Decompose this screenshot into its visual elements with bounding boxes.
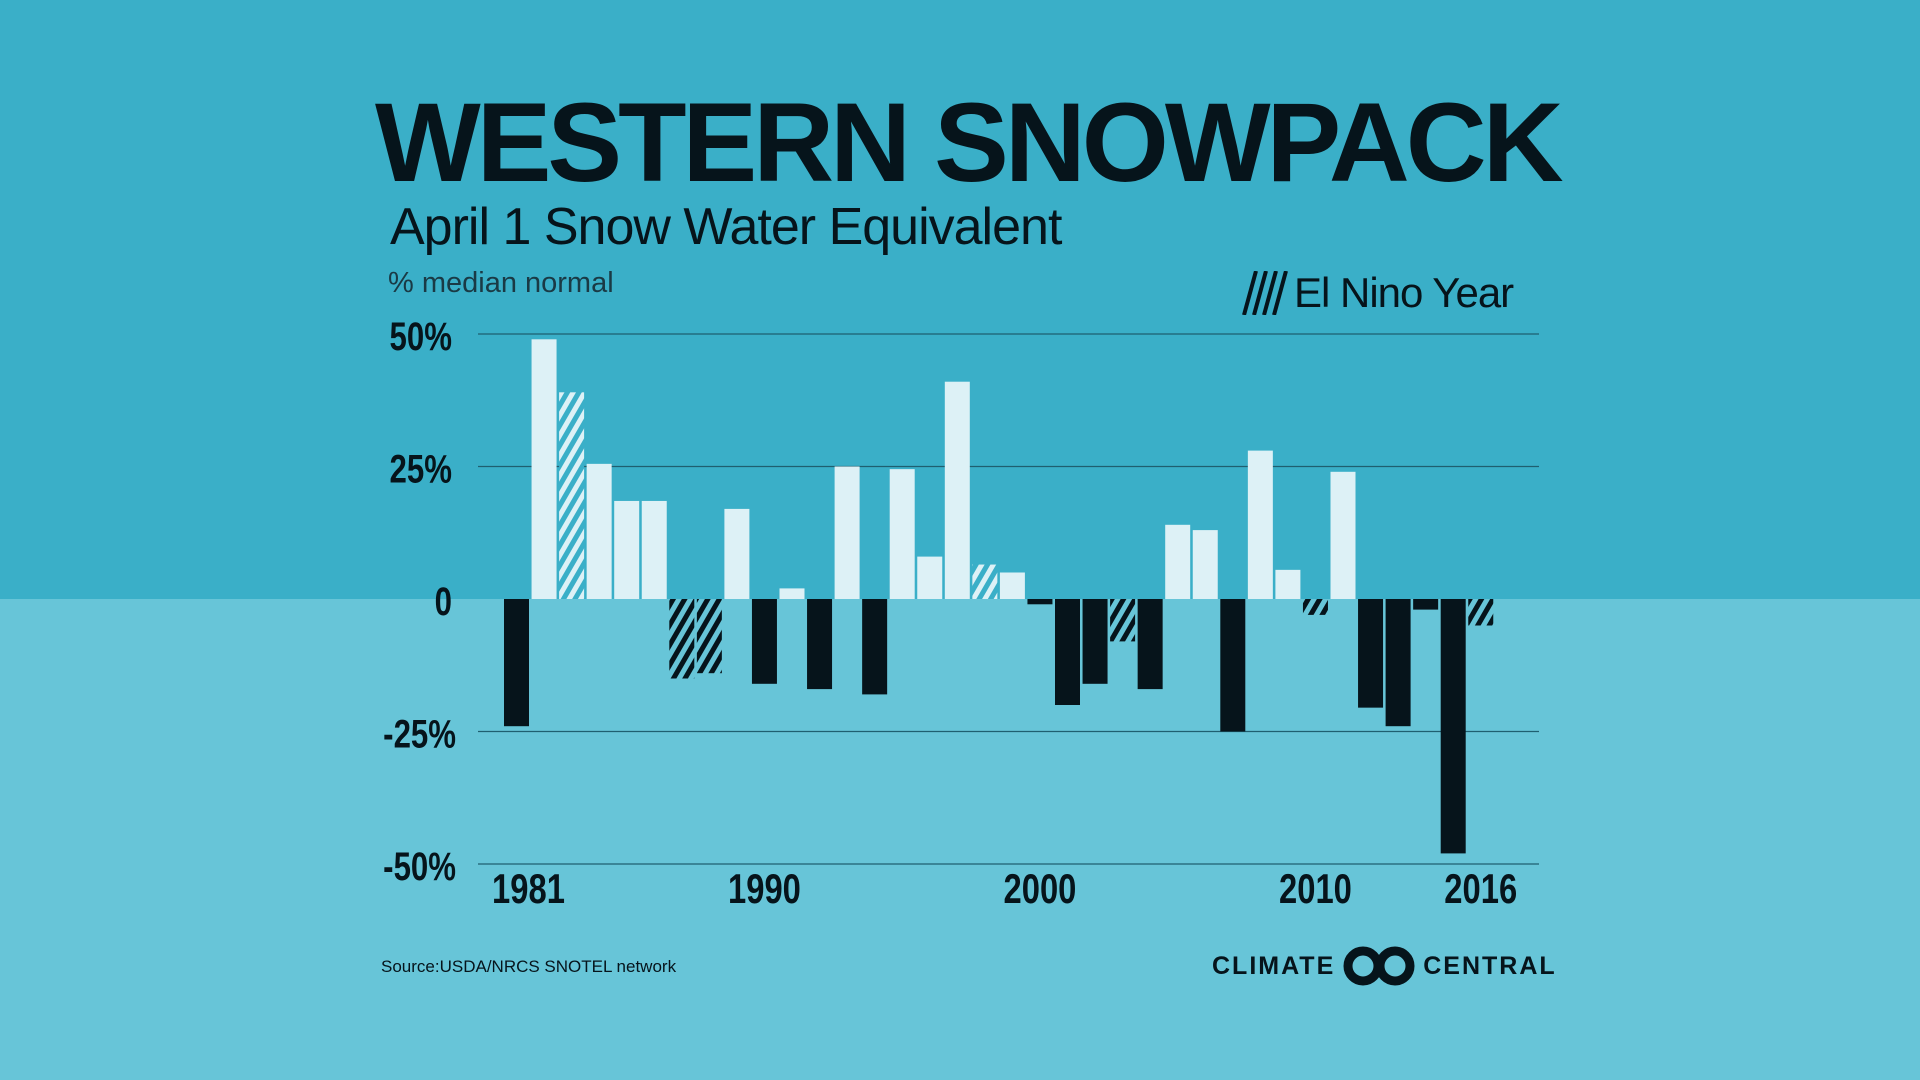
bar-1981 [504, 599, 529, 727]
x-tick-label: 1981 [492, 865, 565, 912]
bar-2009 [1275, 569, 1301, 599]
bar-2010 [1302, 599, 1328, 615]
bar-2000 [1027, 599, 1053, 605]
bar-1989 [724, 508, 750, 599]
bar-1997 [944, 381, 970, 599]
bar-1998 [972, 564, 998, 599]
bar-1990 [751, 599, 777, 684]
climate-central-logo: CLIMATE CENTRAL [1212, 946, 1557, 986]
bar-2005 [1165, 524, 1191, 599]
bar-1995 [889, 469, 915, 599]
bar-2003 [1110, 599, 1136, 642]
bar-1992 [807, 599, 833, 690]
chart-title: WESTERN SNOWPACK [375, 80, 1564, 205]
bar-2007 [1220, 599, 1246, 732]
bar-2016 [1468, 599, 1494, 626]
bar-1983 [559, 392, 585, 599]
logo-left: CLIMATE [1212, 951, 1336, 980]
bar-1991 [779, 588, 805, 599]
background-lower [0, 599, 1920, 1080]
x-tick-label: 2010 [1279, 865, 1352, 912]
y-tick-label: -50% [383, 844, 456, 889]
legend-label: El Nino Year [1294, 269, 1514, 316]
bar-2015 [1440, 599, 1466, 854]
x-tick-label: 2016 [1444, 865, 1517, 912]
x-tick-label: 1990 [728, 865, 801, 912]
bar-2001 [1055, 599, 1080, 705]
bar-1996 [917, 556, 943, 599]
y-tick-label: 0 [435, 579, 452, 624]
y-axis-label: % median normal [388, 267, 614, 299]
bar-1984 [586, 463, 612, 599]
bar-2012 [1358, 599, 1384, 708]
chart-subtitle: April 1 Snow Water Equivalent [390, 198, 1062, 256]
bar-2004 [1137, 599, 1163, 690]
y-tick-label: 50% [390, 314, 452, 359]
bar-1987 [669, 599, 695, 679]
bar-2008 [1247, 450, 1273, 599]
hatch-swatch-icon [1242, 271, 1288, 315]
y-tick-label: 25% [390, 447, 452, 492]
bar-1982 [531, 339, 557, 599]
x-tick-label: 2000 [1004, 865, 1077, 912]
bar-2002 [1082, 599, 1108, 684]
bar-1999 [999, 572, 1025, 599]
source-note: Source:USDA/NRCS SNOTEL network [381, 957, 677, 976]
bar-1994 [862, 599, 888, 695]
y-tick-label: -25% [383, 712, 456, 757]
legend: El Nino Year [1242, 269, 1514, 316]
bar-1988 [696, 599, 722, 674]
bar-1986 [641, 500, 667, 599]
logo-right: CENTRAL [1423, 951, 1557, 980]
bar-1993 [834, 466, 860, 599]
logo-rings-icon [1343, 946, 1415, 986]
bar-2014 [1413, 599, 1439, 610]
bar-2006 [1192, 530, 1218, 599]
bar-2011 [1330, 471, 1356, 599]
bar-1985 [614, 500, 640, 599]
bar-2013 [1385, 599, 1411, 727]
